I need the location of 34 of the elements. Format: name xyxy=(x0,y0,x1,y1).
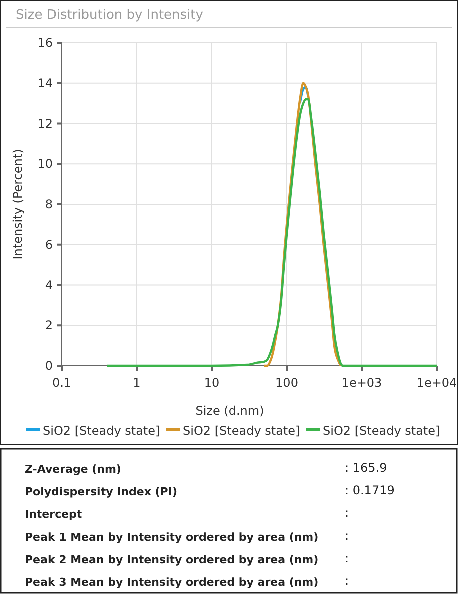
text: : xyxy=(345,506,350,520)
y-tick-label: 8 xyxy=(45,198,53,212)
text: Peak 3 Mean by Intensity ordered by area (nm) xyxy=(25,576,319,589)
text: : xyxy=(345,551,350,566)
y-axis-title: Intensity (Percent) xyxy=(11,149,25,260)
text: Intercept xyxy=(25,508,82,522)
x-tick-label: 10 xyxy=(204,376,220,390)
x-tick-label: 1e+03 xyxy=(342,376,382,390)
x-tick-label: 100 xyxy=(276,376,298,390)
legend-label: SiO2 [Steady state] xyxy=(323,424,440,438)
text: Peak 2 Mean by Intensity ordered by area (nm) xyxy=(25,553,319,566)
legend-label: SiO2 [Steady state] xyxy=(183,424,300,438)
y-tick-label: 4 xyxy=(45,278,53,292)
y-tick-label: 12 xyxy=(38,116,53,131)
y-tick-label: 6 xyxy=(45,238,53,252)
x-tick-label: 1e+04 xyxy=(416,376,458,390)
y-tick-label: 10 xyxy=(38,157,53,172)
text: : xyxy=(345,528,350,543)
legend-label: SiO2 [Steady state] xyxy=(43,424,160,438)
y-tick-label: 2 xyxy=(45,318,53,333)
text: Peak 1 Mean by Intensity ordered by area (nm) xyxy=(25,530,319,544)
y-tick-label: 14 xyxy=(38,76,53,90)
y-tick-label: 0 xyxy=(45,359,53,373)
text: Polydispersity Index (PI) xyxy=(25,486,178,499)
text: : xyxy=(345,574,350,588)
x-tick-label: 1 xyxy=(133,376,141,390)
chart-title: Size Distribution by Intensity xyxy=(16,8,204,23)
x-axis-title: Size (d.nm) xyxy=(196,404,264,418)
text: : 165.9 xyxy=(345,461,388,475)
y-tick-label: 16 xyxy=(38,36,53,50)
text: Z-Average (nm) xyxy=(25,463,122,476)
text: : 0.1719 xyxy=(345,484,395,498)
line-series xyxy=(299,86,310,105)
x-tick-label: 0.1 xyxy=(52,376,72,390)
